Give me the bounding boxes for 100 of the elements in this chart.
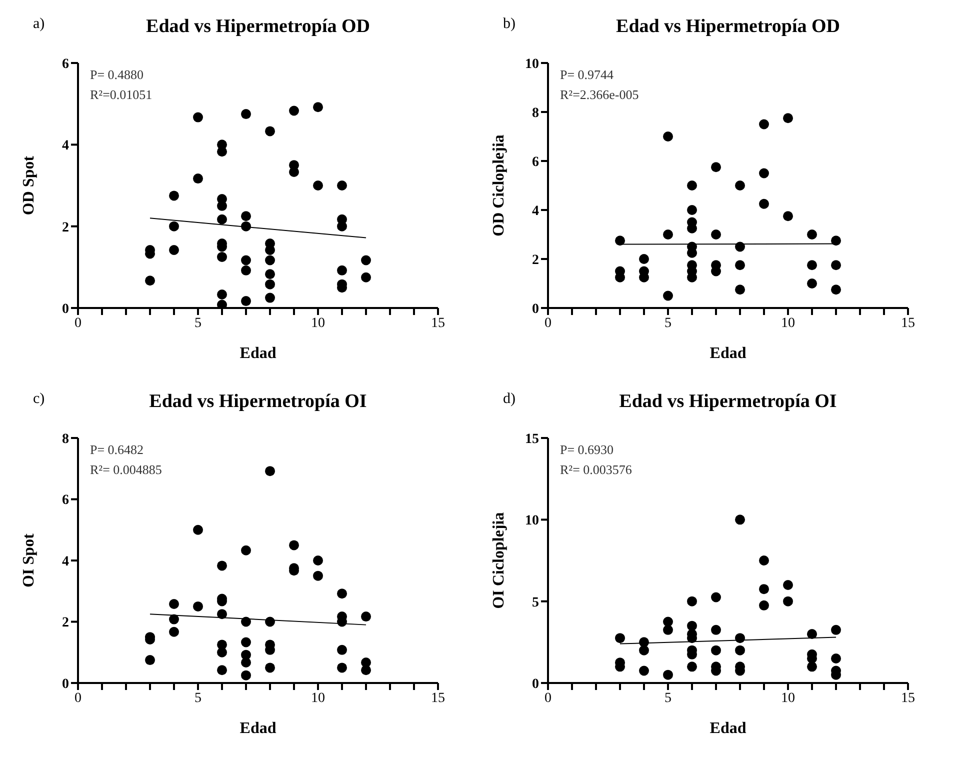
point [241,545,251,556]
point [193,601,203,612]
chart-title: Edad vs Hipermetropía OD [615,16,841,38]
point [265,662,275,673]
text: b) [503,16,516,33]
y-axis-title: OI Cicloplejia [490,512,508,609]
x-tick-label: 10 [311,316,325,331]
point [687,596,697,606]
point [711,645,721,656]
point [241,670,251,680]
point [265,255,275,266]
x-tick-label: 10 [781,690,795,706]
x-tick-label: 5 [194,690,202,706]
y-tick-label: 0 [62,676,69,692]
point [169,190,179,201]
text: d) [503,391,516,408]
point [337,588,347,599]
point [193,524,203,535]
point [217,609,227,620]
point [759,168,769,178]
point [807,662,817,672]
point [241,109,251,120]
y-tick-label: 5 [532,595,539,610]
point [807,278,817,288]
x-tick-label: 0 [544,690,552,706]
x-tick-label: 15 [901,316,915,331]
point [783,211,793,222]
y-axis-title: OI Spot [20,532,38,588]
annotation: P= 0.6930 [560,441,615,459]
point [313,570,323,581]
point [169,626,179,637]
x-tick-label: 0 [74,690,82,706]
annotation: R²=2.366e-005 [560,86,639,104]
point [783,596,793,606]
y-tick-label: 2 [62,220,69,236]
point [241,211,251,222]
point [361,255,371,266]
y-axis-title: OD Cicloplejia [490,134,508,236]
x-tick-label: 5 [664,316,672,331]
point [169,245,179,256]
point [265,292,275,303]
point [807,629,817,639]
y-tick-label: 8 [62,432,69,447]
chart-title: Edad vs Hipermetropía OI [618,391,838,413]
x-axis-title: Edad [710,720,746,737]
point [241,296,251,306]
y-tick-label: 15 [525,432,539,447]
point [313,180,323,190]
point [145,655,155,666]
point [735,180,745,190]
point [361,612,371,622]
annotation: R²= 0.004885 [90,461,162,479]
point [217,214,227,224]
y-tick-label: 4 [62,554,69,570]
point [217,200,227,211]
point [759,584,769,594]
point [337,662,347,673]
point [759,600,769,610]
chart-title: Edad vs Hipermetropía OD [145,16,371,38]
x-axis-title: Edad [710,345,746,362]
point [759,556,769,566]
point [337,221,347,232]
annotation: R²=0.01051 [90,86,152,104]
annotation: P= 0.4880 [90,66,145,84]
point [663,290,673,301]
point [217,300,227,308]
y-tick-label: 0 [532,302,539,317]
y-tick-label: 2 [62,616,69,631]
point [169,614,179,624]
point [361,665,371,676]
point [241,637,251,648]
point [639,637,649,648]
point [265,269,275,280]
y-tick-label: 6 [532,154,539,170]
point [217,146,227,157]
y-tick-label: 6 [62,493,69,508]
point [663,670,673,680]
point [807,260,817,270]
point [783,580,793,590]
y-tick-label: 0 [532,676,539,692]
point [687,205,697,215]
y-tick-label: 2 [532,252,539,268]
x-tick-label: 0 [544,316,552,331]
point [831,624,841,635]
point [687,180,697,190]
point [361,272,371,282]
y-tick-label: 0 [62,302,69,317]
y-axis-title: OD Spot [20,155,38,216]
y-tick-label: 4 [62,138,69,154]
point [193,112,203,122]
point [193,174,203,184]
x-axis-title: Edad [240,720,276,737]
annotation: R²= 0.003576 [560,461,632,479]
y-tick-label: 8 [532,106,539,121]
point [265,279,275,290]
point [831,654,841,664]
x-tick-label: 15 [431,316,445,331]
point [711,624,721,635]
point [241,265,251,276]
point [759,119,769,130]
